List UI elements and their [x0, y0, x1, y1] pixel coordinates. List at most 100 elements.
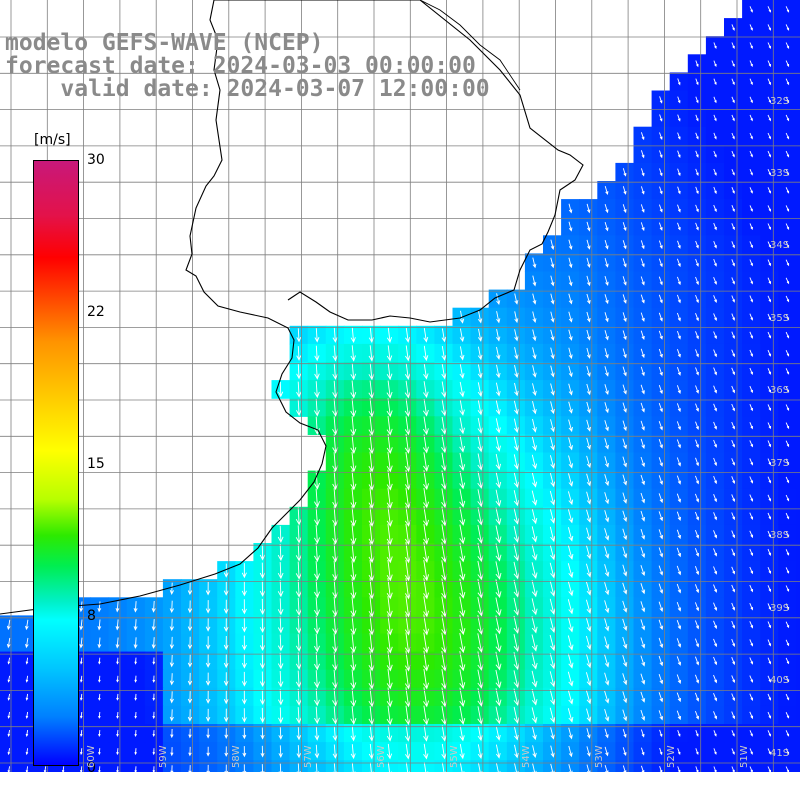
wind-arrow [531, 707, 538, 724]
wind-arrow [116, 657, 119, 665]
wind-arrow [749, 476, 754, 484]
wind-arrow [586, 293, 591, 305]
wind-arrow [495, 762, 501, 772]
wind-arrow [422, 416, 429, 436]
wind-arrow [205, 618, 211, 632]
wind-arrow [694, 584, 700, 594]
field-cell [108, 760, 128, 772]
wind-arrow [713, 421, 717, 430]
wind-arrow [767, 349, 772, 357]
wind-arrow [79, 601, 84, 613]
field-cell [651, 760, 671, 772]
wind-arrow [532, 726, 537, 741]
wind-arrow [477, 525, 484, 544]
wind-arrow [25, 711, 29, 719]
wind-arrow [785, 42, 790, 49]
wind-arrow [332, 488, 339, 509]
wind-arrow [115, 619, 120, 631]
wind-arrow [314, 615, 321, 635]
wind-arrow [658, 692, 664, 703]
wind-arrow [767, 150, 771, 158]
wind-arrow [713, 475, 717, 485]
wind-arrow [586, 383, 591, 396]
wind-arrow [513, 543, 520, 562]
wind-arrow [532, 311, 537, 324]
wind-arrow [549, 616, 556, 634]
wind-arrow [749, 766, 753, 772]
wind-arrow [79, 766, 83, 772]
wind-arrow [731, 711, 736, 720]
wind-arrow [423, 668, 430, 690]
wind-arrow [513, 652, 520, 671]
wind-arrow [296, 328, 302, 343]
wind-arrow [676, 547, 682, 558]
wind-arrow [695, 367, 699, 376]
wind-arrow [404, 416, 411, 436]
wind-arrow [676, 276, 681, 286]
wind-arrow [549, 508, 556, 524]
wind-arrow [695, 114, 699, 122]
wind-arrow [785, 60, 790, 68]
wind-arrow [187, 618, 193, 632]
wind-arrow [277, 598, 284, 616]
wind-arrow [205, 636, 211, 650]
wind-arrow [223, 617, 229, 633]
wind-arrow [43, 766, 47, 772]
wind-arrow [368, 469, 375, 491]
wind-arrow [7, 711, 11, 719]
wind-arrow [658, 565, 664, 576]
wind-arrow [7, 748, 11, 756]
wind-arrow [731, 476, 736, 484]
wind-arrow [731, 331, 735, 339]
field-cell [796, 470, 800, 490]
wind-arrow [713, 186, 717, 195]
wind-arrow [7, 675, 11, 683]
wind-arrow [713, 204, 717, 213]
wind-arrow [459, 506, 466, 526]
wind-arrow [223, 672, 229, 687]
wind-arrow [496, 346, 501, 360]
wind-arrow [513, 670, 520, 689]
wind-arrow [404, 705, 411, 726]
wind-arrow [513, 508, 520, 525]
wind-arrow [423, 363, 429, 380]
wind-arrow [731, 349, 735, 358]
wind-arrow [785, 187, 790, 194]
wind-arrow [513, 688, 520, 707]
wind-arrow [568, 257, 573, 269]
wind-arrow [749, 277, 753, 285]
wind-arrow [658, 601, 664, 612]
wind-arrow [496, 293, 501, 305]
wind-arrow [659, 186, 663, 195]
wind-arrow [459, 632, 466, 654]
wind-arrow [386, 596, 393, 618]
wind-arrow [386, 416, 393, 436]
wind-arrow [25, 748, 29, 756]
field-cell [289, 760, 309, 772]
wind-arrow [404, 632, 411, 654]
field-cell [796, 524, 800, 544]
wind-arrow [622, 709, 628, 722]
wind-arrow [695, 313, 699, 322]
wind-arrow [676, 529, 682, 540]
wind-arrow [695, 748, 699, 755]
wind-arrow [568, 203, 573, 214]
wind-arrow [115, 637, 120, 649]
wind-arrow [477, 687, 484, 707]
wind-arrow [585, 690, 592, 705]
wind-arrow [98, 766, 101, 772]
wind-arrow [731, 693, 736, 702]
wind-arrow [513, 706, 520, 724]
wind-arrow [713, 42, 717, 49]
wind-arrow [694, 529, 700, 539]
wind-arrow [676, 511, 682, 521]
wind-arrow [640, 258, 645, 268]
wind-arrow [514, 347, 519, 360]
wind-arrow [604, 239, 609, 250]
wind-arrow [332, 506, 339, 527]
wind-arrow [694, 475, 699, 485]
wind-arrow [622, 258, 627, 268]
wind-arrow [423, 762, 429, 772]
wind-arrow [568, 383, 573, 396]
field-cell [796, 615, 800, 635]
